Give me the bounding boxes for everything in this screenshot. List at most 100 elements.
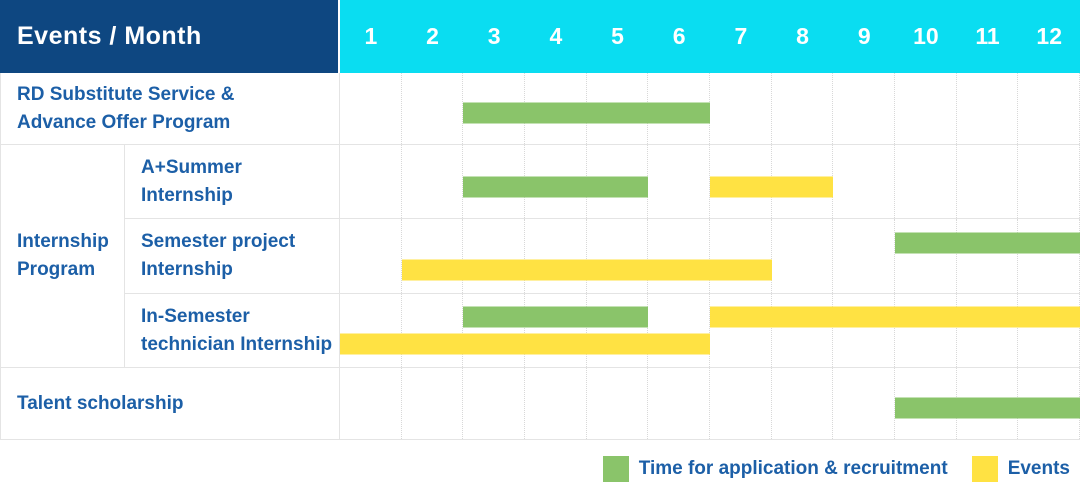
chart-row-in-semester-technician-internship (340, 294, 1080, 368)
grid-cell (957, 145, 1019, 218)
table-header: Events / Month 1 2 3 4 5 6 7 8 9 10 11 12 (0, 0, 1080, 73)
grid-cell (710, 73, 772, 144)
month-header-1: 1 (364, 23, 378, 49)
legend-label: Time for application & recruitment (638, 458, 948, 479)
month-header-9: 9 (857, 23, 871, 49)
month-header-10: 10 (913, 23, 939, 49)
row-label-line: A+Summer (141, 156, 242, 178)
grid-cell (957, 73, 1019, 144)
grid-cell (525, 294, 587, 367)
row-label-line: Internship (141, 259, 233, 280)
row-label-line: Semester project (141, 231, 296, 252)
chart-row-rd-substitute-service (340, 73, 1080, 145)
chart-row-a-plus-summer-internship (340, 145, 1080, 219)
grid-cell (1018, 145, 1080, 218)
row-label-line: Advance Offer Program (17, 111, 231, 133)
grid-cell (340, 368, 402, 439)
group-label-internship-program: Internship Program (1, 145, 125, 368)
grid-cell (340, 73, 402, 144)
grid-cell (1018, 73, 1080, 144)
row-label-semester-project-internship: Semester project Internship (125, 219, 339, 294)
grid-cell (833, 145, 896, 218)
header-title: Events / Month (17, 22, 202, 50)
legend: Time for application & recruitment Events (0, 456, 1080, 482)
group-sub-labels: A+Summer Internship Semester project Int… (125, 145, 339, 368)
grid-cell (648, 219, 711, 293)
month-header-7: 7 (734, 23, 748, 49)
grid-cell (648, 294, 711, 367)
grid-cell (772, 368, 834, 439)
row-label-line: Talent scholarship (17, 392, 184, 414)
table-body: RD Substitute Service & Advance Offer Pr… (0, 73, 1080, 440)
grid-cell (402, 219, 464, 293)
legend-swatch-yellow (971, 456, 998, 482)
grid-cell (525, 368, 587, 439)
gantt-bars-area (340, 73, 1080, 440)
grid-cell (525, 219, 587, 293)
chart-row-semester-project-internship (340, 219, 1080, 294)
grid-cell (895, 219, 957, 293)
group-label-line: Internship (17, 231, 109, 252)
bar-events (401, 259, 772, 281)
month-header-4: 4 (549, 23, 563, 49)
grid-cell (1018, 219, 1080, 293)
month-header-12: 12 (1036, 23, 1063, 49)
grid-cell (587, 219, 649, 293)
grid-cell (772, 219, 834, 293)
row-label-talent-scholarship: Talent scholarship (1, 368, 339, 440)
row-label-line: RD Substitute Service & (17, 83, 235, 105)
bar-application-recruitment (463, 176, 649, 198)
row-label-a-plus-summer-internship: A+Summer Internship (125, 145, 339, 219)
grid-cell (772, 294, 834, 367)
grid-cell (340, 294, 402, 367)
legend-item-green: Time for application & recruitment (602, 456, 948, 482)
bar-application-recruitment (895, 232, 1080, 254)
month-header-3: 3 (487, 23, 501, 49)
group-label-line: Program (17, 259, 96, 280)
grid-cell (402, 145, 464, 218)
internship-program-group: Internship Program A+Summer Internship S… (1, 145, 339, 368)
grid-cell (463, 219, 526, 293)
grid-cell (463, 294, 526, 367)
grid-cell (833, 73, 896, 144)
grid-cell (833, 368, 896, 439)
month-header-5: 5 (611, 23, 624, 49)
grid-cell (402, 73, 464, 144)
month-header-strip: 1 2 3 4 5 6 7 8 9 10 11 12 (340, 0, 1080, 73)
grid-cell (895, 145, 957, 218)
row-labels-column: RD Substitute Service & Advance Offer Pr… (1, 73, 340, 440)
grid-cell (340, 145, 402, 218)
grid-cell (340, 219, 402, 293)
row-label-line: technician Internship (141, 333, 333, 355)
grid-cell (710, 368, 772, 439)
bar-events (710, 176, 834, 198)
month-header-11: 11 (975, 23, 1000, 49)
month-header-2: 2 (426, 23, 439, 49)
grid-cell (402, 294, 464, 367)
grid-cell (833, 219, 896, 293)
header-events-month-cell: Events / Month (0, 0, 340, 73)
row-label-line: In-Semester (141, 305, 250, 327)
bar-events (710, 306, 1080, 328)
grid-cell (833, 294, 896, 367)
row-label-line: Internship (141, 184, 233, 206)
grid-cell (402, 368, 464, 439)
grid-cell (648, 145, 711, 218)
grid-cell (648, 368, 711, 439)
grid-cell (587, 368, 649, 439)
row-label-in-semester-technician-internship: In-Semester technician Internship (125, 294, 339, 368)
month-header-8: 8 (796, 23, 809, 49)
legend-swatch-green (602, 456, 629, 482)
legend-label: Events (1007, 458, 1070, 479)
legend-item-yellow: Events (971, 456, 1070, 482)
chart-row-talent-scholarship (340, 368, 1080, 440)
grid-cell (957, 294, 1019, 367)
grid-cell (710, 219, 772, 293)
grid-cell (463, 368, 526, 439)
row-label-rd-substitute-service: RD Substitute Service & Advance Offer Pr… (1, 73, 339, 145)
grid-cell (710, 294, 772, 367)
grid-cell (587, 294, 649, 367)
bar-application-recruitment (463, 306, 649, 328)
grid-cell (772, 73, 834, 144)
